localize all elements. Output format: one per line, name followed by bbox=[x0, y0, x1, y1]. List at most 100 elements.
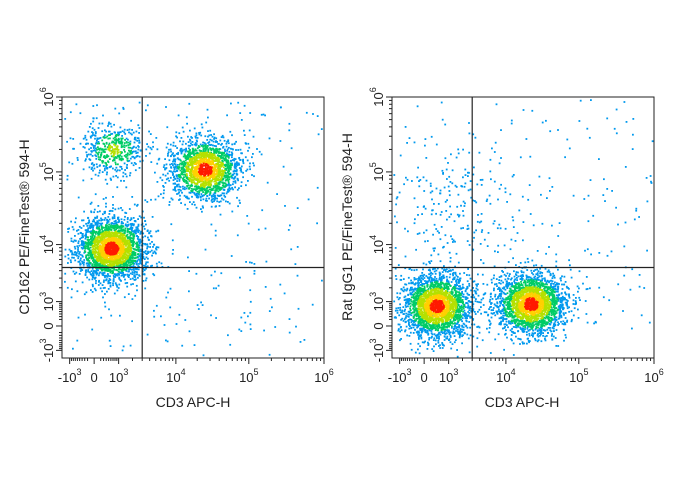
x-tick-exp: 4 bbox=[181, 367, 186, 377]
event-dot bbox=[87, 229, 89, 231]
event-dot bbox=[240, 165, 243, 168]
event-dot bbox=[95, 151, 98, 154]
event-dot bbox=[125, 247, 128, 250]
event-dot bbox=[99, 264, 102, 266]
event-dot bbox=[88, 278, 91, 281]
event-dot bbox=[290, 248, 293, 251]
event-dot bbox=[199, 157, 201, 159]
event-dot bbox=[127, 237, 129, 240]
event-dot bbox=[95, 147, 97, 150]
event-dot bbox=[77, 248, 79, 251]
event-dot bbox=[169, 287, 172, 290]
event-dot bbox=[97, 156, 100, 158]
event-dot bbox=[183, 176, 185, 179]
event-dot bbox=[206, 187, 208, 190]
event-dot bbox=[224, 174, 227, 177]
event-dot bbox=[189, 129, 191, 132]
event-dot bbox=[113, 258, 116, 261]
event-dot bbox=[96, 139, 98, 142]
event-dot bbox=[253, 263, 256, 265]
event-dot bbox=[102, 281, 105, 283]
event-dot bbox=[148, 232, 151, 234]
event-dot bbox=[454, 339, 457, 341]
event-dot bbox=[208, 151, 211, 154]
event-dot bbox=[137, 218, 139, 220]
event-dot bbox=[75, 252, 78, 254]
event-dot bbox=[421, 272, 424, 274]
event-dot bbox=[206, 155, 209, 158]
event-dot bbox=[96, 238, 99, 240]
event-dot bbox=[155, 262, 158, 265]
event-dot bbox=[183, 178, 186, 181]
event-dot bbox=[113, 231, 116, 234]
event-dot bbox=[219, 148, 222, 150]
event-dot bbox=[98, 148, 101, 151]
event-dot bbox=[135, 235, 138, 237]
event-dot bbox=[122, 108, 125, 110]
event-dot bbox=[233, 143, 236, 145]
event-dot bbox=[147, 252, 149, 254]
event-dot bbox=[217, 284, 220, 287]
event-dot bbox=[102, 136, 105, 139]
event-dot bbox=[146, 245, 149, 248]
event-dot bbox=[206, 189, 209, 192]
event-dot bbox=[104, 229, 106, 231]
event-dot bbox=[126, 260, 129, 263]
event-dot bbox=[268, 137, 271, 140]
event-dot bbox=[183, 169, 185, 171]
event-dot bbox=[210, 143, 213, 146]
event-dot bbox=[89, 135, 92, 138]
event-dot bbox=[118, 283, 121, 286]
x-tick-exp: 5 bbox=[254, 367, 259, 377]
event-dot bbox=[123, 234, 126, 236]
event-dot bbox=[193, 192, 196, 194]
event-dot bbox=[161, 179, 164, 182]
event-dot bbox=[215, 160, 218, 162]
event-dot bbox=[137, 229, 140, 232]
event-dot bbox=[202, 150, 205, 153]
event-dot bbox=[249, 112, 252, 114]
event-dot bbox=[90, 201, 93, 204]
event-dot bbox=[211, 188, 214, 190]
event-dot bbox=[99, 158, 101, 161]
event-dot bbox=[196, 190, 199, 193]
event-dot bbox=[226, 165, 229, 168]
event-dot bbox=[124, 139, 126, 141]
event-dot bbox=[188, 160, 191, 162]
event-dot bbox=[136, 139, 139, 142]
event-dot bbox=[482, 293, 485, 296]
event-dot bbox=[64, 272, 67, 275]
event-dot bbox=[227, 172, 230, 175]
event-dot bbox=[132, 237, 135, 240]
event-dot bbox=[168, 148, 170, 151]
event-dot bbox=[98, 274, 100, 277]
event-dot bbox=[143, 258, 146, 260]
event-dot bbox=[92, 258, 95, 261]
event-dot bbox=[177, 167, 180, 170]
event-dot bbox=[214, 196, 216, 198]
event-dot bbox=[113, 215, 116, 218]
event-dot bbox=[237, 101, 240, 104]
event-dot bbox=[202, 182, 205, 184]
event-dot bbox=[92, 276, 95, 279]
event-dot bbox=[123, 131, 126, 134]
event-dot bbox=[305, 111, 308, 114]
event-dot bbox=[114, 161, 117, 164]
event-dot bbox=[208, 159, 210, 161]
event-dot bbox=[131, 147, 133, 150]
event-dot bbox=[221, 184, 224, 187]
event-dot bbox=[168, 201, 171, 203]
event-dot bbox=[199, 159, 202, 162]
event-dot bbox=[221, 181, 224, 184]
event-dot bbox=[106, 166, 109, 169]
event-dot bbox=[104, 217, 107, 219]
x-tick-base: -10 bbox=[58, 370, 77, 385]
event-dot bbox=[102, 234, 105, 237]
event-dot bbox=[203, 170, 206, 173]
event-dot bbox=[91, 253, 94, 255]
event-dot bbox=[248, 165, 251, 168]
event-dot bbox=[139, 261, 142, 264]
event-dot bbox=[139, 257, 142, 259]
event-dot bbox=[79, 253, 82, 256]
event-dot bbox=[111, 132, 114, 135]
